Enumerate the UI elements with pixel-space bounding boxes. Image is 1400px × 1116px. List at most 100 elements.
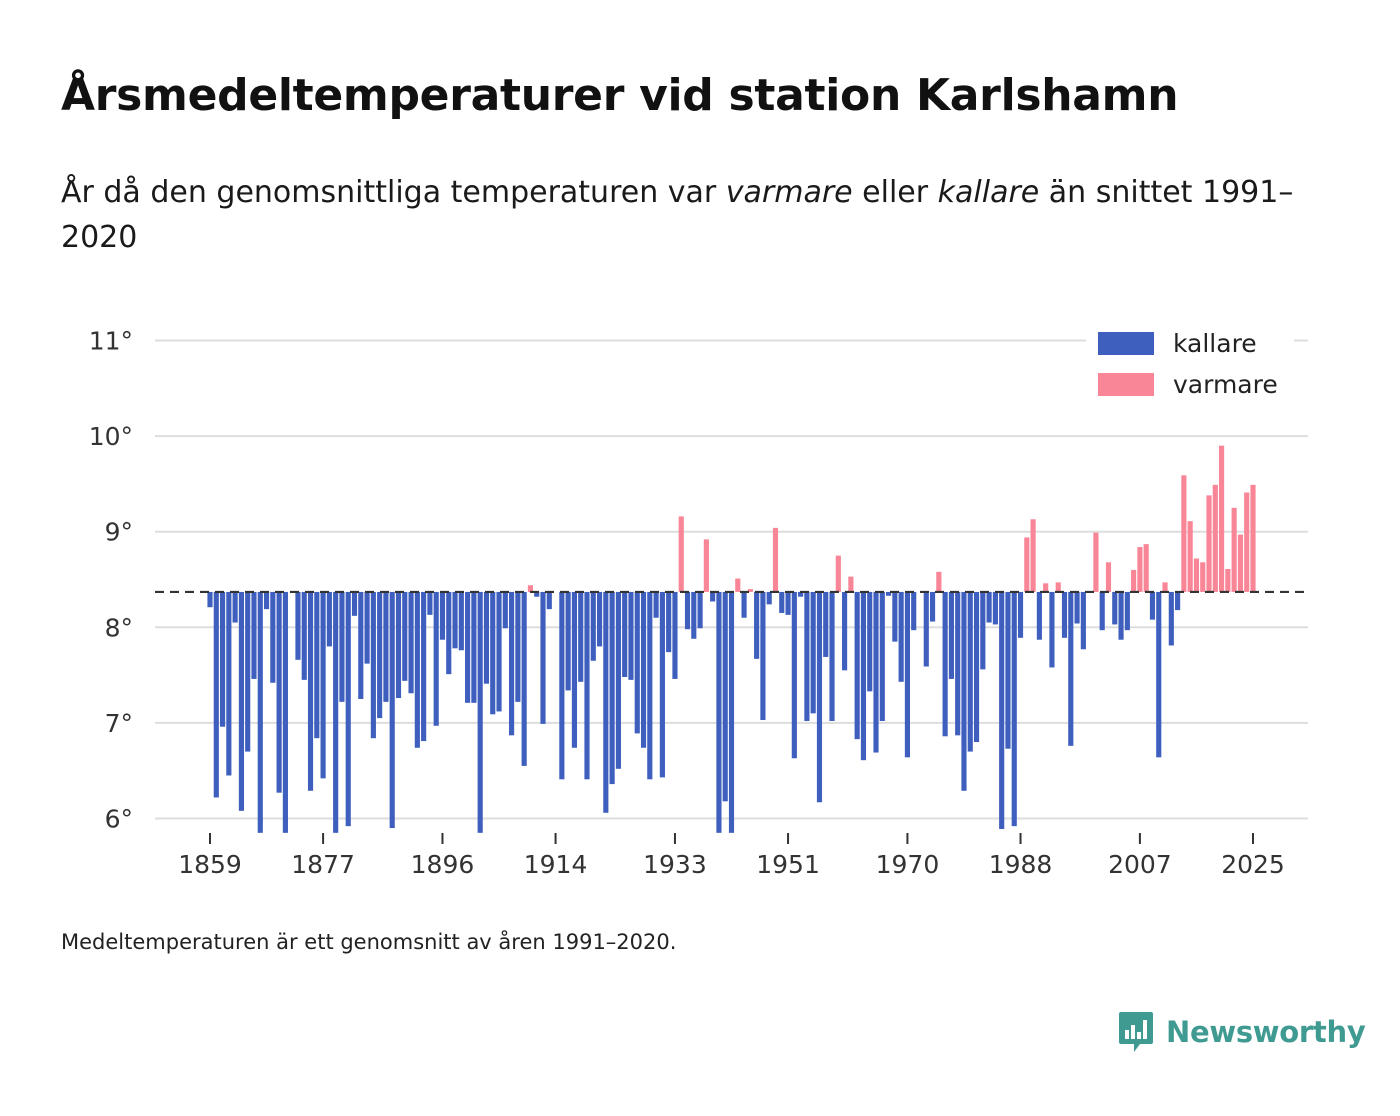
bar-warm: [1206, 495, 1212, 592]
bar-cold: [810, 591, 816, 714]
bar-cold: [295, 591, 301, 660]
bar-warm: [735, 578, 741, 592]
bar-cold: [1049, 591, 1055, 668]
bar-cold: [860, 591, 867, 761]
bar-warm: [1187, 521, 1193, 592]
bar-cold: [1156, 591, 1162, 758]
bar-cold: [948, 591, 954, 679]
bar-cold: [565, 591, 571, 691]
bar-cold: [1011, 591, 1017, 827]
bar-cold: [578, 591, 584, 682]
bar-cold: [779, 591, 785, 613]
bar-cold: [929, 591, 936, 622]
bar-cold: [257, 591, 263, 833]
bar-cold: [414, 591, 420, 748]
y-tick-label: 8°: [105, 613, 133, 642]
bar-cold: [452, 591, 458, 649]
bar-warm: [1024, 537, 1030, 592]
bar-cold: [684, 591, 691, 630]
bar-cold: [992, 591, 998, 625]
bar-warm: [1212, 484, 1218, 592]
bar-cold: [898, 591, 904, 682]
bar-warm: [1043, 583, 1049, 592]
bar-cold: [710, 591, 716, 602]
bar-cold: [465, 591, 471, 703]
bar-cold: [615, 591, 621, 769]
bar-cold: [219, 591, 226, 727]
bar-cold: [226, 591, 232, 776]
bar-cold: [691, 591, 697, 639]
bar-warm: [936, 571, 942, 592]
bar-cold: [603, 591, 609, 813]
bar-warm: [1181, 475, 1187, 592]
bar-cold: [213, 591, 219, 798]
bar-cold: [590, 591, 596, 661]
bar-cold: [307, 591, 314, 791]
y-tick-label: 10°: [89, 422, 133, 451]
bar-cold: [471, 591, 477, 703]
bar-cold: [477, 591, 483, 833]
bar-cold: [647, 591, 653, 780]
bar-cold: [766, 591, 772, 605]
bar-cold: [521, 591, 527, 766]
chart-subtitle: År då den genomsnittliga temperaturen va…: [61, 170, 1321, 260]
y-tick-label: 11°: [89, 327, 133, 356]
bar-cold: [1061, 591, 1068, 638]
bar-warm: [747, 589, 753, 592]
bar-cold: [942, 591, 948, 737]
bar-warm: [1143, 544, 1149, 592]
bar-cold: [1099, 591, 1105, 631]
bar-cold: [270, 591, 276, 683]
bar-warm: [1244, 492, 1250, 592]
legend-swatch: [1098, 332, 1154, 355]
bar-warm: [1219, 445, 1225, 592]
y-tick-label: 7°: [105, 709, 133, 738]
bar-cold: [886, 591, 892, 596]
bar-cold: [402, 591, 408, 681]
brand-name: Newsworthy: [1166, 1015, 1366, 1049]
bar-warm: [527, 585, 534, 592]
bar-cold: [207, 591, 213, 608]
bar-cold: [1175, 591, 1181, 611]
bar-cold: [804, 591, 810, 721]
bar-cold: [741, 591, 747, 618]
x-tick-label: 1933: [643, 850, 707, 879]
bar-cold: [439, 591, 446, 640]
subtitle-part2: eller: [852, 175, 938, 210]
legend-label: varmare: [1173, 370, 1278, 399]
bar-cold: [534, 591, 540, 597]
bar-cold: [446, 591, 452, 675]
y-tick-label: 6°: [105, 805, 133, 834]
bar-cold: [986, 591, 992, 623]
bar-cold: [395, 591, 402, 699]
bar-warm: [1137, 547, 1143, 592]
legend-swatch: [1098, 373, 1154, 396]
bar-warm: [1231, 507, 1237, 592]
bar-cold: [672, 591, 678, 679]
bar-warm: [1162, 582, 1168, 592]
bar-cold: [659, 591, 665, 778]
x-tick-label: 1859: [178, 850, 242, 879]
bar-warm: [1131, 569, 1137, 592]
bar-cold: [559, 591, 565, 780]
bar-cold: [816, 591, 823, 803]
bar-cold: [634, 591, 640, 734]
bar-cold: [911, 591, 917, 631]
bar-cold: [961, 591, 967, 791]
bar-cold: [358, 591, 364, 699]
bar-cold: [571, 591, 577, 748]
bar-cold: [490, 591, 496, 715]
bar-cold: [320, 591, 326, 779]
bar-warm: [835, 555, 841, 592]
footnote: Medeltemperaturen är ett genomsnitt av å…: [61, 930, 677, 954]
bar-cold: [1036, 591, 1042, 640]
bar-cold: [515, 591, 521, 702]
bar-cold: [999, 591, 1005, 830]
bar-cold: [1118, 591, 1124, 640]
bar-cold: [546, 591, 552, 610]
bar-warm: [1237, 534, 1244, 592]
legend: kallare varmare: [1086, 322, 1294, 410]
bar-cold: [873, 591, 879, 753]
bar-cold: [502, 591, 508, 629]
